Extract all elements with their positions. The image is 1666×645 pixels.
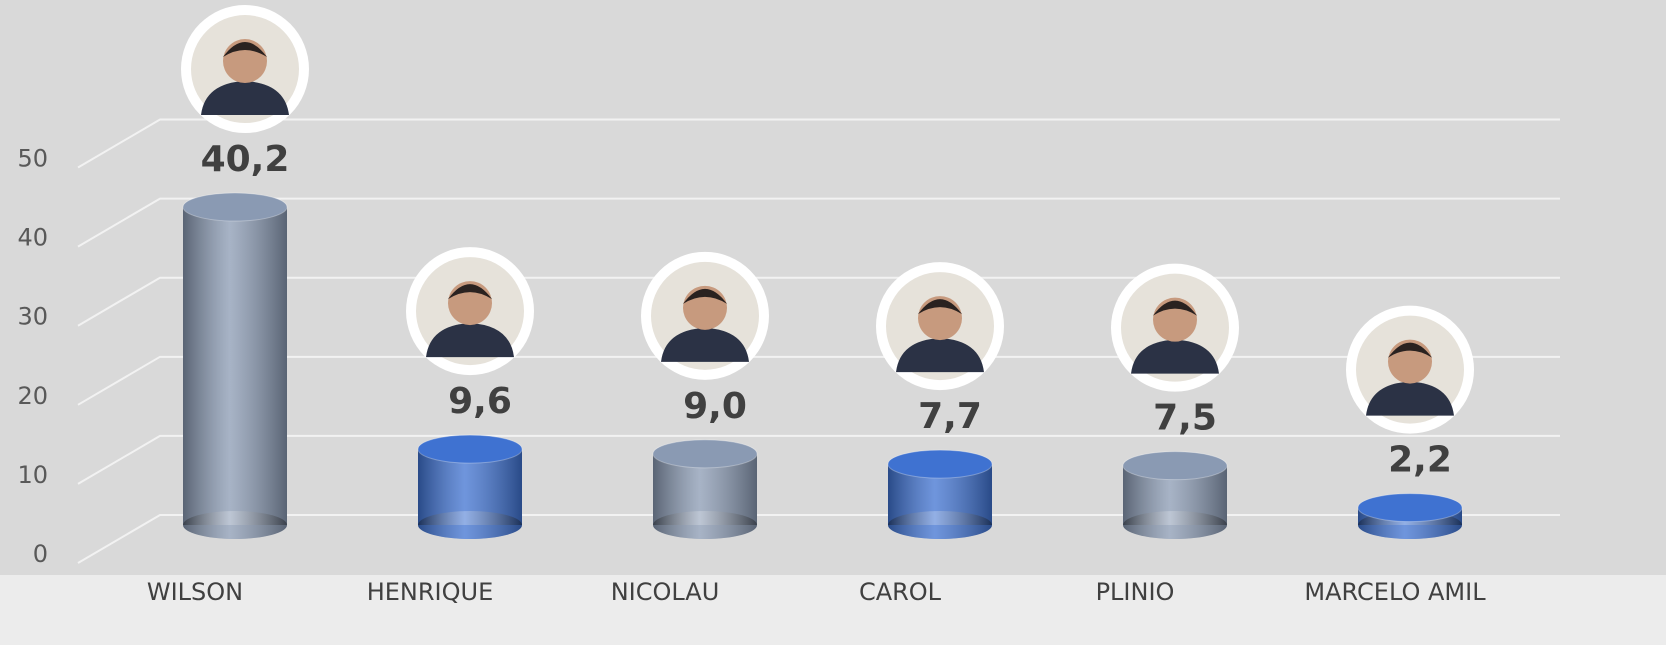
- bar-shade-base: [1123, 511, 1227, 539]
- bar-top: [418, 435, 522, 463]
- y-tick-label: 50: [17, 145, 48, 173]
- y-tick-label: 30: [17, 303, 48, 331]
- bar-top: [653, 440, 757, 468]
- x-tick-label: HENRIQUE: [367, 578, 494, 606]
- value-label: 40,2: [201, 139, 290, 180]
- bar-shade: [183, 207, 287, 525]
- bar-top: [1123, 452, 1227, 480]
- y-tick-label: 0: [33, 540, 48, 568]
- x-tick-label: CAROL: [859, 578, 942, 606]
- bar-top: [183, 193, 287, 221]
- y-tick-label: 40: [17, 224, 48, 252]
- page: 0 10 20 30 40 50 WILSON 40,2 HENRIQUE 9,6 NICOLAU 9…: [0, 0, 1666, 645]
- x-tick-label: PLINIO: [1096, 578, 1175, 606]
- value-label: 9,6: [448, 381, 512, 422]
- value-label: 7,5: [1153, 398, 1217, 439]
- y-tick-label: 20: [17, 382, 48, 410]
- bar-top: [1358, 494, 1462, 522]
- bar-top: [888, 450, 992, 478]
- y-tick-label: 10: [17, 461, 48, 489]
- bar-shade-base: [183, 511, 287, 539]
- value-label: 7,7: [918, 396, 982, 437]
- bar-shade-base: [653, 511, 757, 539]
- value-label: 9,0: [683, 386, 747, 427]
- x-tick-label: MARCELO AMIL: [1304, 578, 1486, 606]
- bar-shade-base: [418, 511, 522, 539]
- value-label: 2,2: [1388, 440, 1452, 481]
- x-tick-label: NICOLAU: [611, 578, 720, 606]
- chart: 0 10 20 30 40 50 WILSON 40,2 HENRIQUE 9,6 NICOLAU 9…: [0, 0, 1666, 645]
- x-tick-label: WILSON: [147, 578, 243, 606]
- bar-shade-base: [888, 511, 992, 539]
